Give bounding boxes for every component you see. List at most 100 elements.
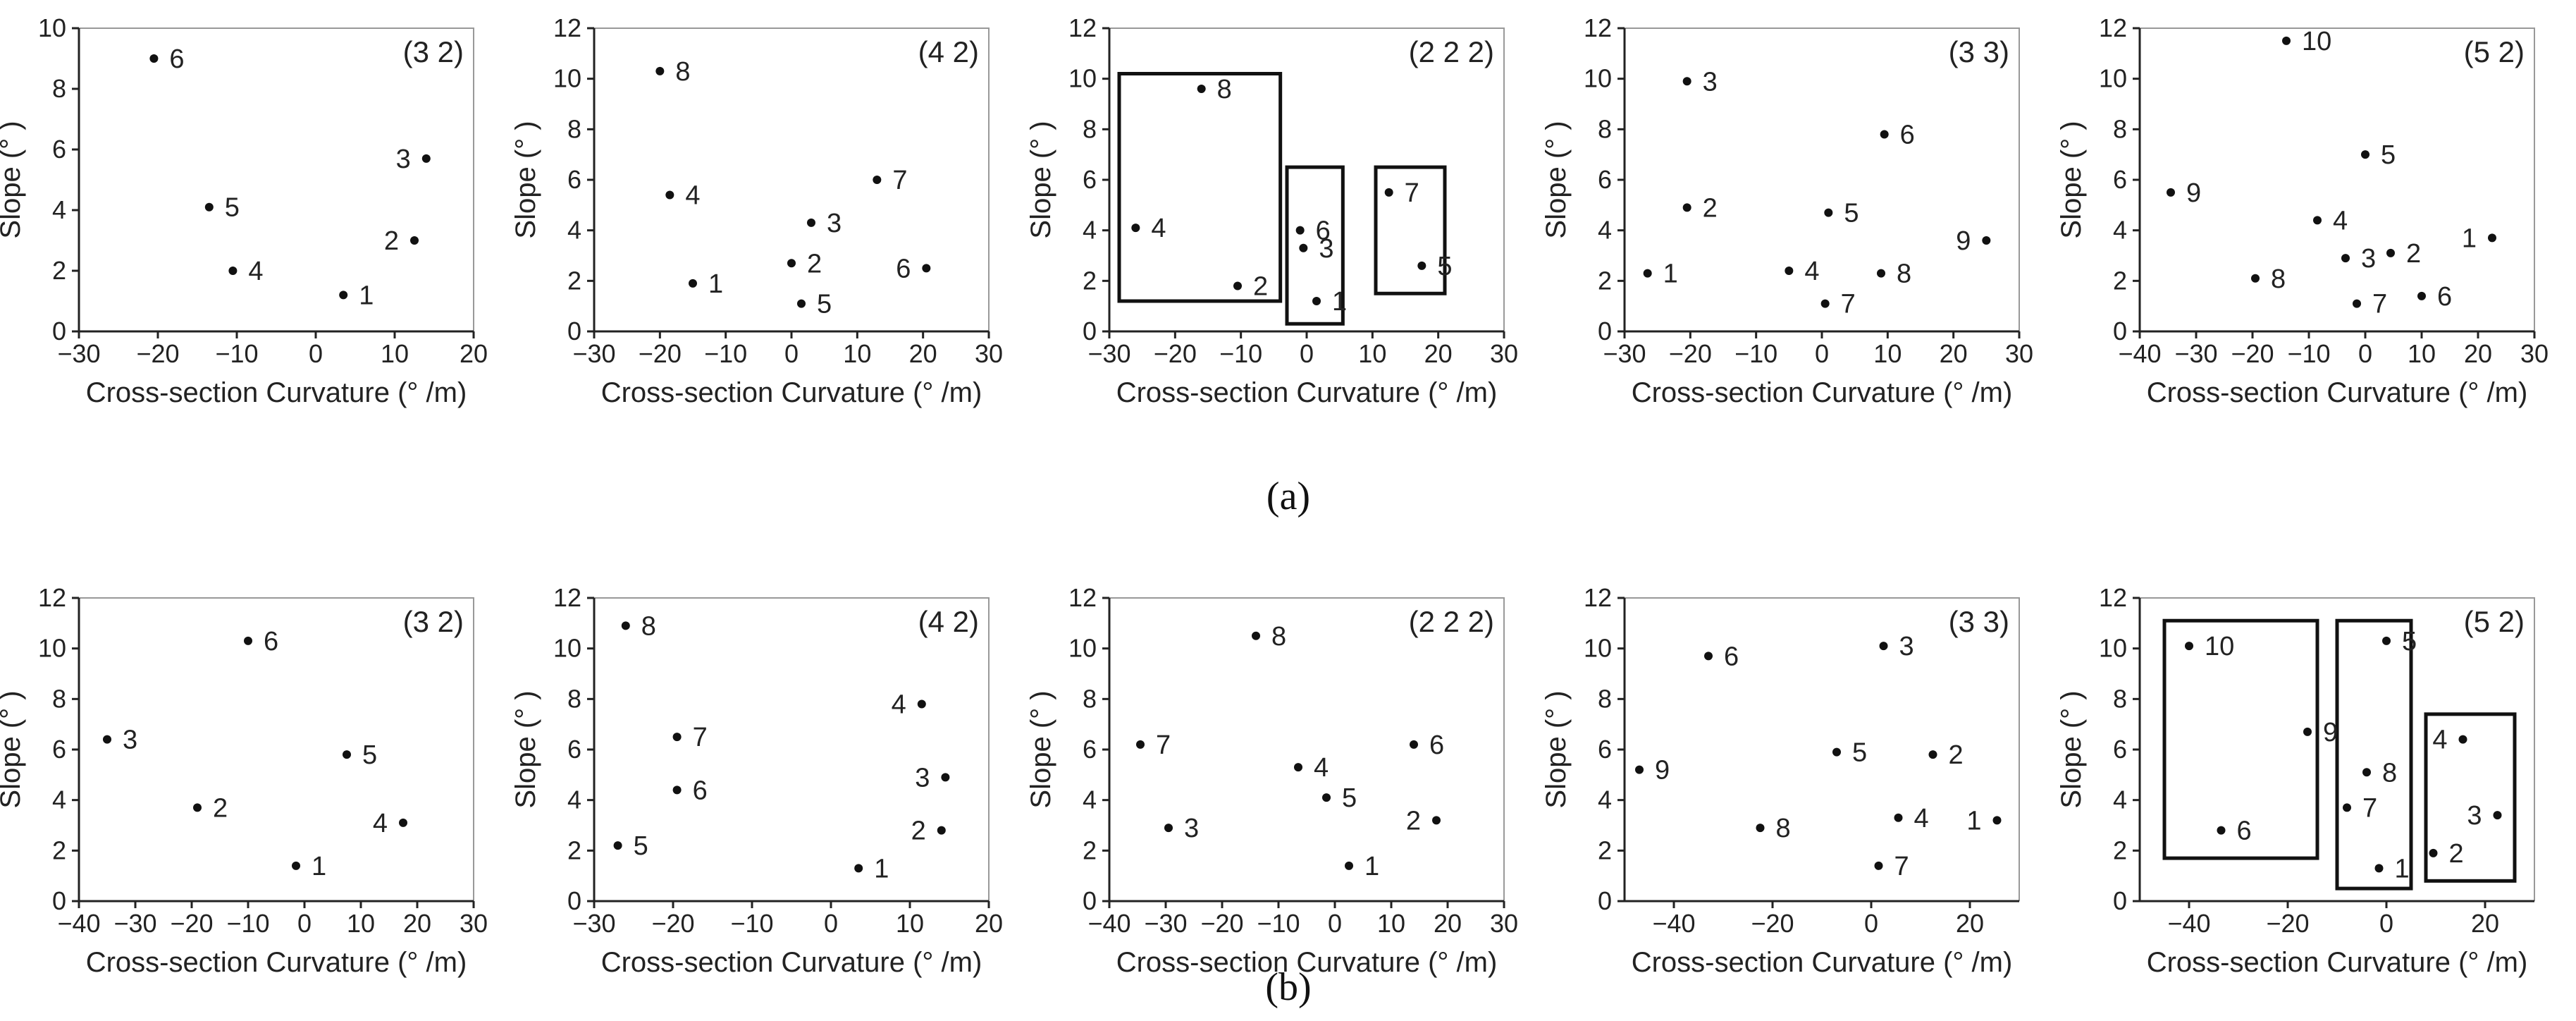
group-box-2 xyxy=(2335,618,2413,891)
x-tick-label: −30 xyxy=(113,909,156,938)
data-point-7 xyxy=(2343,803,2351,812)
y-axis-title: Slope (° ) xyxy=(2056,690,2087,808)
data-point-8 xyxy=(1877,269,1885,278)
data-point-5 xyxy=(1417,261,1426,270)
x-tick-label: 20 xyxy=(1424,339,1453,368)
data-point-4 xyxy=(1294,763,1302,772)
data-point-1 xyxy=(854,864,863,873)
x-tick-label: 0 xyxy=(824,909,838,938)
point-label-2: 2 xyxy=(1406,806,1421,836)
data-point-2 xyxy=(2429,848,2438,857)
x-tick-label: −10 xyxy=(704,339,747,368)
x-axis-title: Cross-section Curvature (° /m) xyxy=(2147,947,2528,978)
point-label-10: 10 xyxy=(2205,632,2234,661)
data-point-4 xyxy=(917,699,926,709)
data-point-2 xyxy=(410,236,419,245)
y-tick-label: 8 xyxy=(52,684,66,713)
point-label-8: 8 xyxy=(641,611,656,641)
data-point-5 xyxy=(204,202,214,212)
point-label-5: 5 xyxy=(225,193,240,223)
x-tick-label: −10 xyxy=(226,909,269,938)
y-tick-label: 2 xyxy=(1598,266,1612,295)
y-tick-label: 10 xyxy=(2099,64,2127,93)
x-axis-title: Cross-section Curvature (° /m) xyxy=(1632,947,2013,978)
x-axis-title: Cross-section Curvature (° /m) xyxy=(601,377,982,408)
data-point-8 xyxy=(2251,274,2260,283)
point-label-2: 2 xyxy=(213,793,228,823)
panel-title: (2 2 2) xyxy=(1409,605,1494,638)
y-tick-label: 0 xyxy=(567,886,581,915)
data-point-8 xyxy=(2362,768,2371,777)
x-tick-label: −30 xyxy=(1603,339,1646,368)
data-point-5 xyxy=(797,299,806,308)
data-point-6 xyxy=(1880,130,1889,139)
point-label-2: 2 xyxy=(2449,839,2464,869)
point-label-3: 3 xyxy=(1184,814,1199,843)
y-axis-title: Slope (° ) xyxy=(1025,121,1056,238)
y-tick-label: 2 xyxy=(2113,266,2127,295)
x-tick-label: −20 xyxy=(2266,909,2309,938)
data-point-1 xyxy=(292,861,300,870)
data-point-8 xyxy=(621,621,630,630)
point-label-3: 3 xyxy=(396,145,411,174)
point-label-1: 1 xyxy=(359,281,374,310)
x-tick-label: −20 xyxy=(639,339,682,368)
x-tick-label: −10 xyxy=(1734,339,1777,368)
x-tick-label: −30 xyxy=(1087,339,1130,368)
panel-title: (3 2) xyxy=(403,35,464,68)
point-label-6: 6 xyxy=(169,44,184,74)
point-label-6: 6 xyxy=(264,627,278,656)
x-tick-label: −20 xyxy=(136,339,179,368)
point-label-8: 8 xyxy=(1271,622,1286,652)
y-tick-label: 4 xyxy=(52,785,66,814)
x-tick-label: 30 xyxy=(1490,909,1518,938)
y-tick-label: 0 xyxy=(1598,317,1612,346)
y-tick-label: 12 xyxy=(1068,583,1097,612)
x-tick-label: 10 xyxy=(1358,339,1386,368)
y-tick-label: 0 xyxy=(1083,886,1097,915)
y-tick-label: 10 xyxy=(1584,64,1612,93)
x-tick-label: 0 xyxy=(2358,339,2372,368)
point-label-7: 7 xyxy=(2372,290,2387,319)
y-tick-label: 4 xyxy=(567,216,581,245)
plot-frame xyxy=(1625,597,2020,901)
plot-frame xyxy=(2140,27,2535,331)
panel-title: (3 3) xyxy=(1949,605,2009,638)
data-point-5 xyxy=(1832,747,1841,757)
x-tick-label: 10 xyxy=(347,909,375,938)
x-tick-label: 20 xyxy=(2464,339,2492,368)
x-tick-label: −20 xyxy=(1669,339,1712,368)
point-label-2: 2 xyxy=(807,249,822,279)
x-tick-label: 0 xyxy=(1864,909,1878,938)
y-tick-label: 10 xyxy=(1068,64,1097,93)
y-tick-label: 4 xyxy=(2113,785,2127,814)
data-point-6 xyxy=(149,54,159,63)
y-tick-label: 10 xyxy=(553,64,581,93)
data-point-5 xyxy=(1824,208,1833,217)
x-tick-label: −30 xyxy=(57,339,100,368)
scatter-panel-a-1: −30 −20 −10 0 10 20 0 2 4 6 8 10 Cross-section Curva… xyxy=(0,13,488,408)
y-axis-title: Slope (° ) xyxy=(0,121,26,238)
point-label-8: 8 xyxy=(1217,75,1232,104)
y-tick-label: 12 xyxy=(553,13,581,42)
data-point-5 xyxy=(2382,636,2391,645)
point-label-1: 1 xyxy=(312,852,326,881)
scatter-panel-b-1: −40 −30 −20 −10 0 10 20 30024681012Cross-sectio… xyxy=(0,583,488,978)
x-tick-label: −30 xyxy=(1144,909,1187,938)
point-label-6: 6 xyxy=(1900,121,1915,150)
x-tick-label: −30 xyxy=(572,339,615,368)
data-point-7 xyxy=(1384,188,1393,197)
data-point-4 xyxy=(1131,224,1140,233)
y-tick-label: 10 xyxy=(1584,634,1612,663)
point-label-7: 7 xyxy=(1405,178,1419,208)
group-box-3 xyxy=(1374,165,1447,295)
data-point-3 xyxy=(807,218,815,227)
data-point-1 xyxy=(1345,861,1353,870)
x-tick-label: 20 xyxy=(975,909,1003,938)
y-tick-label: 4 xyxy=(567,785,581,814)
x-tick-label: 20 xyxy=(460,339,488,368)
x-tick-label: 0 xyxy=(297,909,312,938)
point-label-1: 1 xyxy=(1663,259,1678,289)
data-point-4 xyxy=(1785,267,1794,275)
